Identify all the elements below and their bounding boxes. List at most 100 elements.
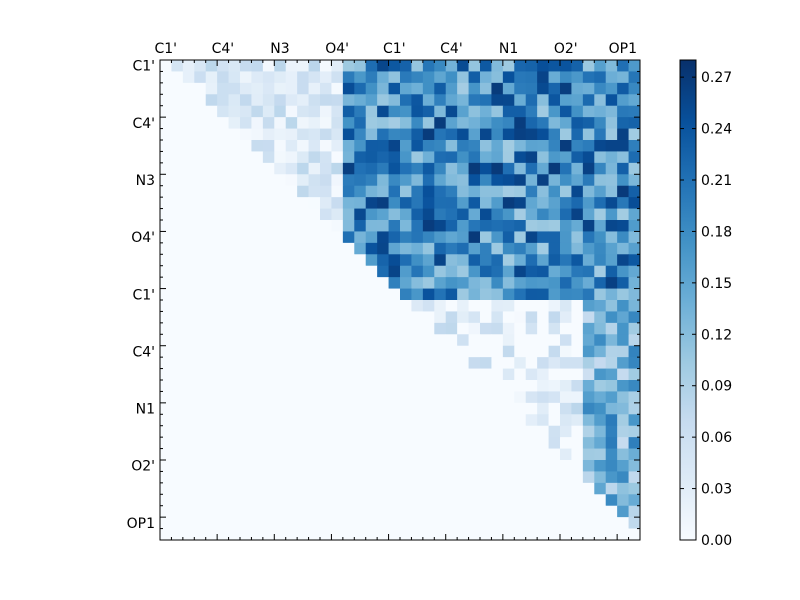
heatmap-cell — [445, 220, 458, 232]
heatmap-cell — [617, 105, 629, 118]
heatmap-cell — [320, 254, 332, 267]
heatmap-cell — [411, 357, 424, 369]
heatmap-cell — [560, 140, 572, 152]
heatmap-cell — [617, 334, 629, 347]
heatmap-cell — [525, 105, 538, 118]
heatmap-cell — [480, 71, 492, 84]
heatmap-cell — [182, 322, 195, 335]
heatmap-cell — [240, 414, 252, 427]
heatmap-cell — [342, 345, 355, 358]
heatmap-cell — [217, 208, 229, 221]
heatmap-cell — [571, 460, 584, 472]
heatmap-cell — [297, 71, 309, 84]
heatmap-cell — [240, 94, 252, 107]
heatmap-cell — [320, 197, 332, 209]
heatmap-cell — [262, 517, 275, 529]
heatmap-cell — [308, 174, 321, 187]
heatmap-cell — [388, 277, 401, 289]
heatmap-cell — [182, 345, 195, 358]
heatmap-cell — [514, 242, 527, 255]
heatmap-cell — [514, 437, 527, 449]
heatmap-cell — [331, 437, 344, 449]
heatmap-cell — [171, 391, 184, 404]
heatmap-cell — [411, 60, 424, 72]
heatmap-cell — [560, 425, 572, 438]
heatmap-cell — [262, 414, 275, 427]
heatmap-cell — [285, 277, 298, 289]
heatmap-cell — [582, 231, 595, 244]
heatmap-cell — [468, 231, 481, 244]
heatmap-cell — [491, 277, 504, 289]
heatmap-cell — [400, 391, 412, 404]
heatmap-cell — [171, 105, 184, 118]
heatmap-cell — [422, 460, 435, 472]
heatmap-cell — [457, 322, 469, 335]
heatmap-cell — [548, 528, 561, 541]
heatmap-cell — [411, 208, 424, 221]
heatmap-cell — [422, 82, 435, 95]
heatmap-cell — [217, 471, 229, 484]
heatmap-cell — [514, 277, 527, 289]
heatmap-cell — [480, 357, 492, 369]
heatmap-cell — [571, 94, 584, 107]
heatmap-cell — [240, 368, 252, 381]
heatmap-cell — [240, 254, 252, 267]
heatmap-cell — [240, 460, 252, 472]
heatmap-cell — [571, 208, 584, 221]
heatmap-cell — [285, 185, 298, 198]
heatmap-cell — [240, 425, 252, 438]
heatmap-cell — [582, 494, 595, 507]
heatmap-cell — [297, 494, 309, 507]
heatmap-cell — [514, 128, 527, 141]
heatmap-cell — [388, 448, 401, 461]
heatmap-cell — [525, 471, 538, 484]
heatmap-cell — [171, 94, 184, 107]
heatmap-cell — [560, 288, 572, 301]
heatmap-cell — [228, 448, 241, 461]
heatmap-cell — [365, 437, 378, 449]
heatmap-cell — [514, 254, 527, 267]
heatmap-cell — [491, 517, 504, 529]
heatmap-cell — [331, 254, 344, 267]
heatmap-cell — [388, 391, 401, 404]
heatmap-cell — [160, 311, 172, 324]
heatmap-cell — [457, 368, 469, 381]
heatmap-cell — [160, 105, 172, 118]
heatmap-cell — [582, 242, 595, 255]
heatmap-cell — [320, 380, 332, 392]
heatmap-cell — [331, 60, 344, 72]
heatmap-cell — [240, 300, 252, 312]
heatmap-cell — [342, 482, 355, 495]
heatmap-cell — [297, 517, 309, 529]
heatmap-cell — [400, 60, 412, 72]
heatmap-cell — [491, 528, 504, 541]
heatmap-cell — [617, 437, 629, 449]
heatmap-cell — [285, 197, 298, 209]
x-tick-label: C4' — [440, 41, 463, 57]
heatmap-cell — [411, 82, 424, 95]
heatmap-cell — [537, 402, 549, 415]
heatmap-cell — [400, 82, 412, 95]
heatmap-cell — [182, 368, 195, 381]
heatmap-cell — [308, 437, 321, 449]
heatmap-cell — [434, 528, 447, 541]
heatmap-cell — [480, 425, 492, 438]
heatmap-cell — [171, 300, 184, 312]
heatmap-cell — [240, 517, 252, 529]
heatmap-cell — [365, 208, 378, 221]
heatmap-cell — [514, 345, 527, 358]
heatmap-cell — [251, 151, 264, 164]
heatmap-cell — [617, 231, 629, 244]
heatmap-cell — [422, 425, 435, 438]
heatmap-cell — [320, 105, 332, 118]
heatmap-cell — [445, 357, 458, 369]
heatmap-cell — [582, 174, 595, 187]
heatmap-cell — [480, 391, 492, 404]
heatmap-cell — [594, 208, 607, 221]
heatmap-cell — [411, 345, 424, 358]
heatmap-cell — [514, 151, 527, 164]
heatmap-cell — [434, 448, 447, 461]
heatmap-cell — [480, 94, 492, 107]
heatmap-cell — [205, 231, 218, 244]
heatmap-cell — [354, 208, 367, 221]
